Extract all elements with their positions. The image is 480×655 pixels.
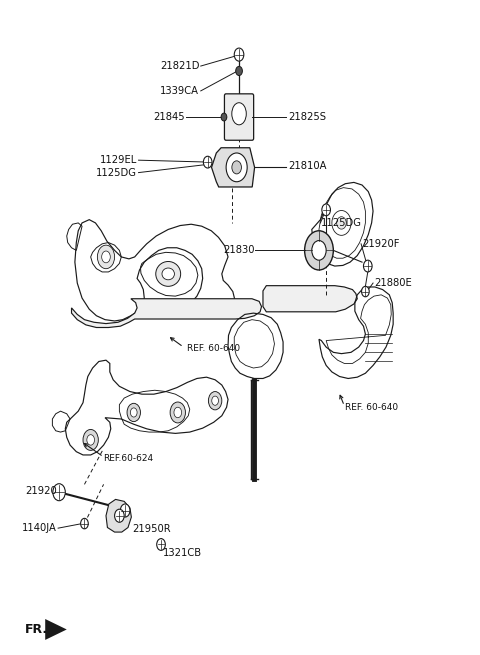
Polygon shape (106, 499, 132, 532)
Circle shape (170, 402, 185, 423)
Circle shape (53, 483, 65, 500)
Circle shape (204, 157, 212, 168)
Circle shape (208, 392, 222, 410)
Text: 1339CA: 1339CA (160, 86, 199, 96)
Text: 21950R: 21950R (132, 524, 171, 534)
Polygon shape (263, 286, 357, 312)
Circle shape (115, 509, 124, 522)
Circle shape (363, 260, 372, 272)
Circle shape (83, 430, 98, 451)
Circle shape (157, 538, 165, 550)
Circle shape (81, 518, 88, 529)
Circle shape (312, 240, 326, 260)
Ellipse shape (232, 103, 246, 125)
Text: 21810A: 21810A (288, 161, 326, 171)
Circle shape (87, 435, 95, 445)
Circle shape (174, 407, 181, 418)
FancyBboxPatch shape (225, 94, 253, 140)
Text: 21920F: 21920F (362, 239, 399, 249)
Circle shape (305, 231, 333, 270)
Text: 21920: 21920 (25, 486, 57, 496)
Circle shape (232, 161, 241, 174)
Text: 21830: 21830 (223, 246, 254, 255)
Text: 21880E: 21880E (374, 278, 412, 288)
Text: REF. 60-640: REF. 60-640 (345, 403, 398, 412)
Circle shape (322, 204, 330, 215)
Circle shape (97, 245, 115, 269)
Text: REF. 60-640: REF. 60-640 (187, 344, 240, 353)
Polygon shape (212, 148, 254, 187)
Circle shape (127, 403, 141, 422)
Circle shape (131, 408, 137, 417)
Circle shape (212, 396, 218, 405)
Text: FR.: FR. (24, 623, 48, 636)
Text: 21825S: 21825S (288, 112, 326, 122)
Text: 1140JA: 1140JA (22, 523, 57, 533)
Circle shape (361, 286, 369, 297)
Ellipse shape (336, 217, 346, 229)
Circle shape (120, 504, 130, 517)
Text: REF.60-624: REF.60-624 (104, 454, 154, 462)
Circle shape (221, 113, 227, 121)
Ellipse shape (156, 261, 180, 286)
Text: 1125DG: 1125DG (322, 218, 362, 228)
Text: 1321CB: 1321CB (162, 548, 202, 558)
Text: 21821D: 21821D (160, 61, 199, 71)
Text: 21845: 21845 (153, 112, 185, 122)
Circle shape (102, 251, 110, 263)
Text: 1129EL: 1129EL (100, 155, 137, 165)
Ellipse shape (162, 268, 174, 280)
Polygon shape (45, 619, 67, 640)
Text: 1125DG: 1125DG (96, 168, 137, 178)
Circle shape (236, 66, 242, 75)
Circle shape (234, 48, 244, 61)
Polygon shape (72, 299, 262, 328)
Circle shape (226, 153, 247, 181)
